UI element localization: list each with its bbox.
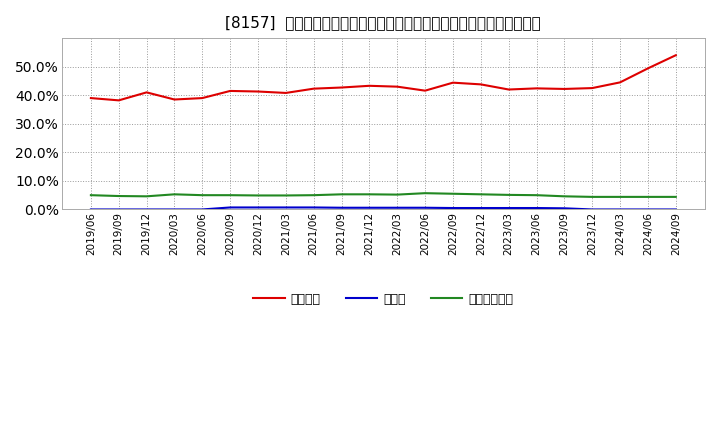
- 繰延税金資産: [672, 194, 680, 199]
- のれん: [616, 207, 624, 212]
- 繰延税金資産: [310, 193, 318, 198]
- のれん: [310, 205, 318, 210]
- 繰延税金資産: [365, 192, 374, 197]
- Line: のれん: のれん: [91, 207, 676, 209]
- 自己資本: [532, 86, 541, 91]
- 繰延税金資産: [282, 193, 290, 198]
- 自己資本: [282, 90, 290, 95]
- 自己資本: [477, 82, 485, 87]
- のれん: [253, 205, 262, 210]
- のれん: [588, 207, 597, 212]
- のれん: [477, 205, 485, 211]
- 繰延税金資産: [393, 192, 402, 197]
- 自己資本: [420, 88, 429, 93]
- 繰延税金資産: [226, 193, 235, 198]
- のれん: [143, 207, 151, 212]
- のれん: [282, 205, 290, 210]
- 繰延税金資産: [644, 194, 652, 199]
- のれん: [449, 205, 457, 211]
- のれん: [86, 207, 95, 212]
- のれん: [337, 205, 346, 210]
- 自己資本: [310, 86, 318, 91]
- 自己資本: [504, 87, 513, 92]
- 自己資本: [588, 85, 597, 91]
- 自己資本: [672, 53, 680, 58]
- のれん: [532, 205, 541, 211]
- のれん: [504, 205, 513, 211]
- のれん: [393, 205, 402, 210]
- 自己資本: [644, 66, 652, 71]
- 繰延税金資産: [420, 191, 429, 196]
- 繰延税金資産: [114, 194, 123, 199]
- のれん: [226, 205, 235, 210]
- のれん: [644, 207, 652, 212]
- 自己資本: [616, 80, 624, 85]
- 繰延税金資産: [86, 193, 95, 198]
- 繰延税金資産: [532, 193, 541, 198]
- 繰延税金資産: [560, 194, 569, 199]
- 繰延税金資産: [337, 192, 346, 197]
- 繰延税金資産: [504, 192, 513, 198]
- のれん: [170, 207, 179, 212]
- 自己資本: [198, 95, 207, 101]
- 繰延税金資産: [477, 192, 485, 197]
- 自己資本: [143, 90, 151, 95]
- Title: [8157]  自己資本、のれん、繰延税金資産の総資産に対する比率の推移: [8157] 自己資本、のれん、繰延税金資産の総資産に対する比率の推移: [225, 15, 541, 30]
- 自己資本: [170, 97, 179, 102]
- 自己資本: [365, 83, 374, 88]
- 自己資本: [114, 98, 123, 103]
- のれん: [420, 205, 429, 210]
- Legend: 自己資本, のれん, 繰延税金資産: 自己資本, のれん, 繰延税金資産: [248, 288, 518, 311]
- 繰延税金資産: [198, 193, 207, 198]
- 繰延税金資産: [143, 194, 151, 199]
- 繰延税金資産: [449, 191, 457, 196]
- 繰延税金資産: [588, 194, 597, 199]
- Line: 繰延税金資産: 繰延税金資産: [91, 193, 676, 197]
- のれん: [114, 207, 123, 212]
- 自己資本: [226, 88, 235, 94]
- のれん: [365, 205, 374, 210]
- のれん: [198, 207, 207, 212]
- 繰延税金資産: [253, 193, 262, 198]
- 自己資本: [253, 89, 262, 94]
- 自己資本: [86, 95, 95, 101]
- 繰延税金資産: [170, 192, 179, 197]
- 自己資本: [393, 84, 402, 89]
- 自己資本: [560, 86, 569, 92]
- のれん: [560, 205, 569, 211]
- 繰延税金資産: [616, 194, 624, 199]
- のれん: [672, 207, 680, 212]
- 自己資本: [337, 85, 346, 90]
- Line: 自己資本: 自己資本: [91, 55, 676, 100]
- 自己資本: [449, 80, 457, 85]
